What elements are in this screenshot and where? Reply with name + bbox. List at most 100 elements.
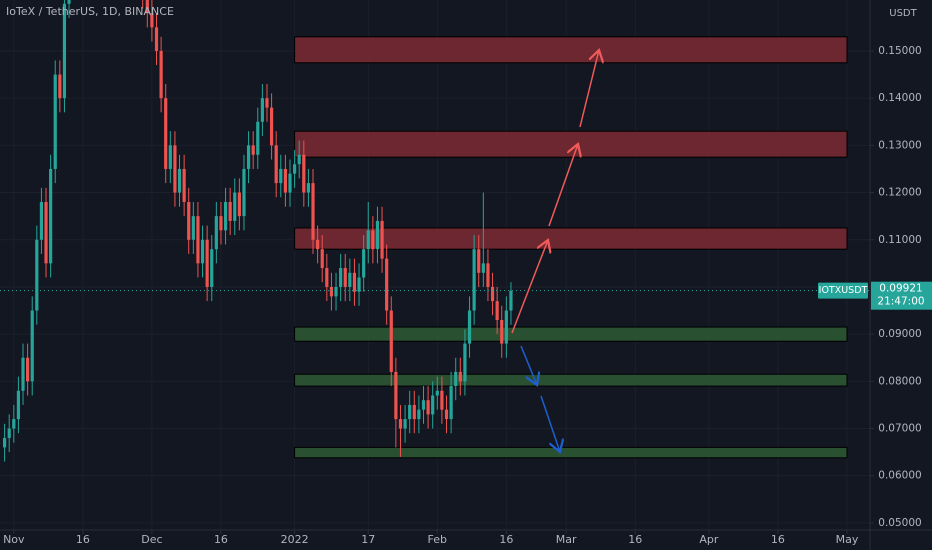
candle-body (53, 74, 57, 169)
candle-body (311, 183, 315, 240)
candle-body (509, 290, 513, 311)
arrow (579, 50, 599, 128)
candle-body (200, 239, 205, 264)
candle-body (187, 201, 191, 240)
candle-body (256, 121, 260, 155)
y-tick-label: 0.14000 (878, 92, 921, 104)
candle-body (62, 3, 67, 99)
candle-body (233, 192, 237, 221)
candle-body (348, 272, 352, 287)
candle-body (293, 164, 297, 174)
candle-body (26, 357, 30, 382)
candle-body (159, 50, 163, 99)
y-tick-label: 0.05000 (878, 517, 921, 529)
x-tick-label: Apr (699, 533, 719, 546)
candle-body (177, 168, 182, 193)
candle-body (21, 357, 25, 391)
candle-body (196, 216, 200, 264)
candle-body (495, 301, 499, 320)
y-tick-label: 0.15000 (878, 45, 921, 57)
x-tick-label: Dec (141, 533, 162, 546)
candle-body (242, 168, 246, 217)
candle-body (265, 98, 269, 108)
chart-title: IoTeX / TetherUS, 1D, BINANCE (6, 5, 174, 18)
candle-body (325, 268, 329, 287)
candle-body (306, 183, 311, 193)
price-label: 0.09921 (879, 283, 922, 295)
drawings (511, 50, 599, 452)
candle-body (481, 263, 485, 273)
zone (294, 446, 848, 459)
price-badge (871, 281, 932, 310)
arrow (511, 240, 548, 334)
candle-body (316, 239, 320, 250)
candle-body (16, 390, 21, 420)
candle-body (394, 371, 398, 420)
candle-body (39, 201, 44, 240)
x-tick-label: 16 (499, 533, 513, 546)
candle-body (357, 277, 361, 292)
x-tick-label: 2022 (281, 533, 309, 546)
countdown-label: 21:47:00 (877, 296, 924, 308)
candle-body (288, 173, 292, 193)
x-tick-label: 16 (76, 533, 90, 546)
candle-body (477, 249, 481, 273)
candle-body (3, 437, 7, 448)
candle-body (279, 168, 283, 184)
candle-body (421, 400, 426, 410)
candle-body (500, 319, 504, 344)
candle-body (58, 74, 62, 99)
arrow (548, 144, 578, 227)
candle-body (380, 220, 384, 259)
candle-body (417, 409, 421, 420)
candle-body (385, 258, 389, 311)
candle-body (283, 168, 287, 193)
candle-body (44, 201, 48, 264)
zone (294, 227, 848, 250)
x-tick-label: Nov (3, 533, 25, 546)
candle-body (343, 268, 347, 287)
candle-body (30, 310, 34, 382)
x-tick-label: May (836, 533, 859, 546)
candle-body (467, 310, 472, 344)
candle-body (352, 272, 357, 292)
x-tick-label: 16 (771, 533, 785, 546)
candle-body (490, 286, 495, 302)
zone (294, 130, 848, 158)
arrow (520, 345, 537, 385)
candle-body (150, 13, 154, 28)
zone (294, 326, 848, 342)
candle-body (145, 0, 149, 14)
candle-body (182, 168, 186, 202)
candle-body (504, 310, 508, 344)
candle-body (334, 286, 338, 297)
candle-body (191, 216, 195, 240)
candle-body (274, 145, 278, 184)
symbol-label: IOTXUSDT (819, 285, 868, 296)
candle-body (440, 390, 444, 410)
candle-body (320, 249, 324, 269)
candle-body (412, 404, 416, 420)
candle-body (362, 249, 366, 278)
y-tick-label: 0.11000 (878, 234, 921, 246)
candle-body (371, 230, 375, 250)
y-tick-label: 0.08000 (878, 375, 921, 387)
candle-body (389, 310, 393, 372)
x-tick-label: 16 (214, 533, 228, 546)
candle-body (168, 145, 172, 169)
candles (0, 0, 870, 462)
candle-body (329, 286, 334, 297)
symbol-badge (818, 282, 868, 299)
candle-body (269, 107, 274, 146)
unit-label: USDT (889, 8, 917, 19)
candle-body (237, 192, 241, 217)
axes: 0.050000.060000.070000.080000.090000.100… (3, 45, 922, 546)
candle-body (49, 168, 53, 264)
x-tick-label: 16 (628, 533, 642, 546)
candle-body (486, 263, 490, 287)
candle-body (339, 268, 343, 287)
x-tick-label: Feb (428, 533, 447, 546)
candle-body (398, 419, 403, 429)
candle-body (472, 249, 476, 311)
